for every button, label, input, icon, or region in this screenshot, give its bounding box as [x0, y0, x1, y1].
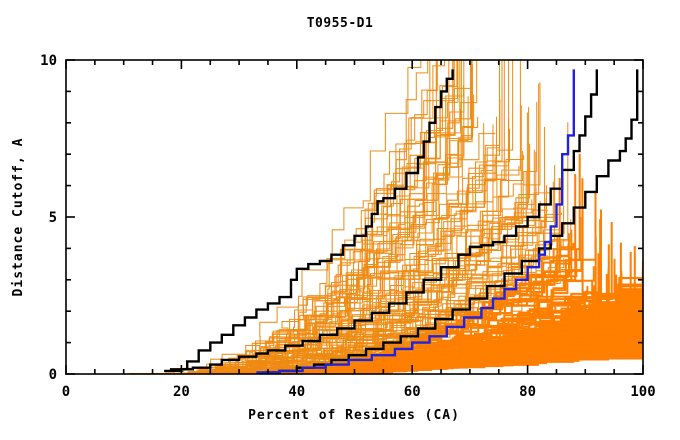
highlight-curve-highlight-black-1 [164, 69, 598, 373]
chart-title: T0955-D1 [306, 16, 374, 31]
highlight-series-group [164, 69, 639, 374]
y-axis-title: Distance Cutoff, A [11, 138, 26, 297]
highlight-curve-highlight-black-3 [169, 69, 454, 371]
axis-ticks [65, 59, 644, 375]
x-tick-label: 20 [173, 384, 190, 400]
x-axis-title: Percent of Residues (CA) [248, 408, 460, 423]
background-curve [223, 199, 533, 374]
y-tick-label: 5 [49, 210, 57, 226]
background-curve [212, 149, 535, 374]
x-tick-label: 40 [288, 384, 305, 400]
axis-tick-labels: 0 20 40 60 80 100 0 5 10 [40, 53, 656, 400]
x-tick-label: 0 [62, 384, 70, 400]
highlight-curve-highlight-blue-1 [256, 69, 575, 374]
x-tick-label: 100 [630, 384, 655, 400]
y-tick-label: 0 [49, 367, 57, 383]
background-curve [192, 60, 465, 374]
background-curve [167, 60, 458, 374]
x-tick-label: 60 [404, 384, 421, 400]
background-curve [157, 60, 429, 374]
x-tick-label: 80 [519, 384, 536, 400]
background-curve [160, 60, 455, 374]
y-tick-label: 10 [40, 53, 57, 69]
highlight-curve-highlight-black-2 [262, 69, 639, 374]
